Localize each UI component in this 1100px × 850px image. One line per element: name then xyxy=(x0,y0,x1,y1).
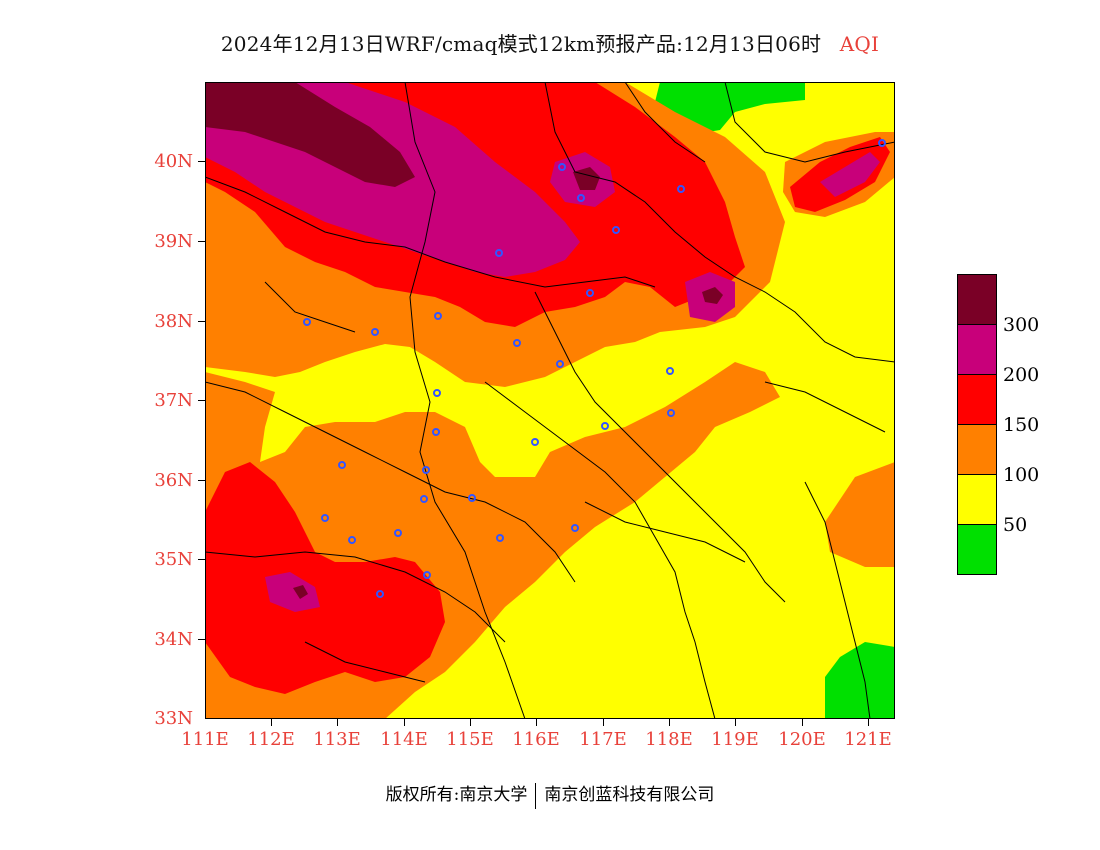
footer-copyright: 版权所有:南京大学 xyxy=(385,785,528,805)
station-marker xyxy=(432,428,440,436)
station-marker xyxy=(556,360,564,368)
station-marker xyxy=(434,312,442,320)
y-tick-label: 37N xyxy=(154,390,193,411)
station-marker xyxy=(667,409,675,417)
x-tick-label: 118E xyxy=(645,729,693,750)
station-marker xyxy=(433,389,441,397)
zone-hazardous-henan xyxy=(293,585,308,599)
y-tick xyxy=(198,400,205,401)
x-tick-label: 119E xyxy=(711,729,759,750)
x-tick xyxy=(868,719,869,726)
zone-hazardous-tianjin xyxy=(702,287,723,304)
legend-swatch-good xyxy=(957,524,997,575)
y-tick-label: 33N xyxy=(154,708,193,729)
x-tick-label: 111E xyxy=(181,729,229,750)
y-tick xyxy=(198,559,205,560)
legend-label: 200 xyxy=(1003,364,1040,386)
station-marker xyxy=(338,461,346,469)
legend-swatch-sensitive xyxy=(957,424,997,475)
x-tick-label: 114E xyxy=(380,729,428,750)
x-tick xyxy=(802,719,803,726)
x-tick-label: 115E xyxy=(446,729,494,750)
station-marker xyxy=(422,466,430,474)
zone-unhealthy-southwest xyxy=(205,462,445,694)
station-marker xyxy=(496,534,504,542)
legend-swatch-very-unhealthy xyxy=(957,324,997,375)
station-marker xyxy=(601,422,609,430)
station-marker xyxy=(577,194,585,202)
legend-swatch-hazardous xyxy=(957,274,997,325)
station-marker xyxy=(420,495,428,503)
x-tick xyxy=(603,719,604,726)
x-tick-label: 117E xyxy=(579,729,627,750)
station-marker xyxy=(468,494,476,502)
province-boundaries xyxy=(205,82,895,719)
station-marker xyxy=(495,249,503,257)
aqi-map-svg xyxy=(205,82,895,719)
station-markers xyxy=(303,139,886,598)
station-marker xyxy=(677,185,685,193)
aqi-legend xyxy=(957,274,997,575)
station-marker xyxy=(571,524,579,532)
x-tick xyxy=(669,719,670,726)
y-tick-label: 38N xyxy=(154,311,193,332)
y-tick xyxy=(198,161,205,162)
legend-label: 150 xyxy=(1003,414,1040,436)
station-marker xyxy=(612,226,620,234)
x-tick xyxy=(536,719,537,726)
zone-good-southeast xyxy=(825,642,895,719)
zone-very-unhealthy-ne-coast xyxy=(820,152,880,197)
x-tick xyxy=(337,719,338,726)
y-tick-label: 34N xyxy=(154,629,193,650)
footer: 版权所有:南京大学 南京创蓝科技有限公司 xyxy=(0,780,1100,809)
zone-hazardous-north xyxy=(205,82,415,187)
y-tick xyxy=(198,480,205,481)
aqi-map xyxy=(205,82,895,719)
title-main: 2024年12月13日WRF/cmaq模式12km预报产品:12月13日06时 xyxy=(220,32,822,56)
footer-company: 南京创蓝科技有限公司 xyxy=(544,785,715,805)
legend-label: 100 xyxy=(1003,464,1040,486)
zone-very-unhealthy-henan xyxy=(265,572,320,612)
station-marker xyxy=(586,289,594,297)
legend-swatch-moderate xyxy=(957,474,997,525)
x-tick xyxy=(404,719,405,726)
station-marker xyxy=(513,339,521,347)
station-marker xyxy=(394,529,402,537)
x-tick-label: 116E xyxy=(512,729,560,750)
x-tick-label: 121E xyxy=(844,729,892,750)
station-marker xyxy=(348,536,356,544)
y-tick xyxy=(198,321,205,322)
x-tick-label: 113E xyxy=(313,729,361,750)
station-marker xyxy=(423,571,431,579)
station-marker xyxy=(531,438,539,446)
map-title: 2024年12月13日WRF/cmaq模式12km预报产品:12月13日06时 … xyxy=(0,28,1100,57)
y-tick xyxy=(198,639,205,640)
legend-swatch-unhealthy xyxy=(957,374,997,425)
x-tick-label: 120E xyxy=(778,729,826,750)
station-marker xyxy=(376,590,384,598)
legend-label: 50 xyxy=(1003,514,1028,536)
legend-label: 300 xyxy=(1003,314,1040,336)
title-variable: AQI xyxy=(839,32,880,56)
x-tick-label: 112E xyxy=(247,729,295,750)
station-marker xyxy=(303,318,311,326)
station-marker xyxy=(878,139,886,147)
y-tick-label: 40N xyxy=(154,151,193,172)
y-tick xyxy=(198,241,205,242)
x-tick xyxy=(470,719,471,726)
zone-sensitive-east-coast xyxy=(825,462,895,567)
station-marker xyxy=(666,367,674,375)
y-tick-label: 36N xyxy=(154,470,193,491)
station-marker xyxy=(321,514,329,522)
y-tick-label: 35N xyxy=(154,549,193,570)
station-marker xyxy=(371,328,379,336)
x-tick xyxy=(735,719,736,726)
x-tick xyxy=(271,719,272,726)
footer-separator xyxy=(535,782,537,809)
y-tick-label: 39N xyxy=(154,231,193,252)
station-marker xyxy=(558,163,566,171)
